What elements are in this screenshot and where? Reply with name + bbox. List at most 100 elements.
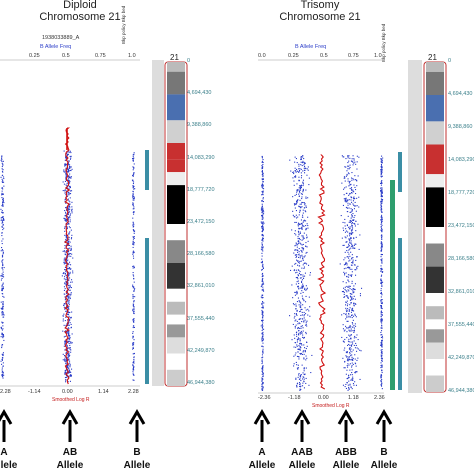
trisomy-arrow-a-head	[253, 409, 271, 425]
diploid-ideogram-band	[167, 324, 185, 338]
diploid-position-label: 18,777,720	[187, 186, 215, 193]
diploid-logr-tick-2: 0.00	[62, 389, 73, 395]
trisomy-arrow-aab-head	[293, 409, 311, 425]
trisomy-track-green	[390, 180, 395, 390]
trisomy-logr-label: Smoothed Log R	[312, 403, 350, 409]
diploid-logr-tick-0: 2.28	[0, 389, 11, 395]
trisomy-ideogram-band	[426, 121, 444, 145]
trisomy-logr-tick-4: 2.36	[374, 395, 385, 401]
diploid-b-allele-dots	[131, 152, 136, 381]
diploid-ideogram-band	[167, 288, 185, 302]
trisomy-track-segment-2	[398, 238, 402, 390]
diploid-baf-label: B Allele Freq	[40, 44, 72, 50]
trisomy-allele-abb-line2: Allele	[332, 460, 360, 471]
diploid-ideogram-band	[167, 353, 185, 370]
diploid-position-label: 0	[187, 58, 191, 64]
diploid-ideogram-band	[167, 224, 185, 241]
trisomy-position-label: 32,861,010	[448, 289, 474, 295]
trisomy-baf-tick-2: 0.5	[320, 53, 328, 59]
trisomy-position-label: 28,166,580	[448, 256, 474, 262]
diploid-allele-b-line2: Allele	[123, 460, 151, 471]
diploid-ideogram-band	[167, 185, 185, 224]
trisomy-ideogram-band	[426, 306, 444, 320]
trisomy-a-allele-dots	[260, 155, 265, 391]
trisomy-position-label: 37,555,440	[448, 322, 474, 328]
trisomy-position-label: 46,944,380	[448, 388, 474, 394]
diploid-position-label: 46,944,380	[187, 380, 215, 386]
trisomy-ideogram-band	[426, 329, 444, 343]
trisomy-allele-b-line1: B	[380, 447, 388, 458]
trisomy-baf-tick-3: 0.75	[348, 53, 359, 59]
trisomy-baf-tick-4: 1.0	[374, 53, 382, 59]
trisomy-logr-tick-1: -1.18	[288, 395, 301, 401]
trisomy-ideogram-band	[426, 62, 444, 72]
trisomy-baf-tick-0: 0.0	[258, 53, 266, 59]
diploid-ideogram-band	[167, 314, 185, 325]
trisomy-logr-tick-3: 1.18	[348, 395, 359, 401]
trisomy-position-label: 14,083,290	[448, 157, 474, 163]
diploid-arrow-a-head	[0, 409, 13, 425]
diploid-ideogram-band	[167, 301, 185, 315]
diploid-logr-line	[63, 127, 71, 385]
diploid-baf-tick-2: 0.5	[62, 53, 70, 59]
diploid-ideogram-band	[167, 369, 185, 386]
diploid-track-segment-2	[145, 238, 149, 384]
trisomy-track-segment-1	[398, 152, 402, 192]
trisomy-allele-abb-line1: ABB	[335, 447, 357, 458]
diploid-logr-tick-4: 2.28	[128, 389, 139, 395]
diploid-ideogram-band	[167, 262, 185, 289]
diploid-ideogram-band	[167, 120, 185, 143]
trisomy-allele-a-line1: A	[258, 447, 266, 458]
trisomy-logr-line	[317, 154, 327, 390]
trisomy-ideogram-bg	[408, 60, 422, 393]
trisomy-logr-tick-0: -2.36	[258, 395, 271, 401]
trisomy-ideogram-band	[426, 174, 444, 188]
trisomy-allele-aab-line2: Allele	[288, 460, 316, 471]
trisomy-ideogram-band	[426, 144, 444, 161]
trisomy-baf-label: B Allele Freq	[295, 44, 327, 50]
diploid-chrom-number: 21	[170, 53, 179, 62]
diploid-ideogram-band	[167, 172, 185, 186]
trisomy-position-label: 18,777,720	[448, 190, 474, 196]
diploid-allele-ab-line2: Allele	[56, 460, 84, 471]
diploid-ab-allele-dots	[61, 150, 74, 383]
diploid-arrow-b-head	[128, 409, 146, 425]
trisomy-baf-tick-1: 0.25	[288, 53, 299, 59]
trisomy-ideogram-band	[426, 95, 444, 122]
trisomy-position-label: 23,472,150	[448, 223, 474, 229]
trisomy-logr-tick-2: 0.00	[318, 395, 329, 401]
diploid-position-label: 23,472,150	[187, 219, 215, 225]
diploid-logr-tick-3: 1.14	[98, 389, 109, 395]
trisomy-allele-b-line2: Allele	[370, 460, 398, 471]
trisomy-ideogram-band	[426, 161, 444, 175]
trisomy-allele-a-line2: Allele	[248, 460, 276, 471]
diploid-baf-tick-4: 1.0	[128, 53, 136, 59]
diploid-logr-tick-1: -1.14	[28, 389, 41, 395]
diploid-position-label: 9,388,860	[187, 122, 212, 129]
diploid-track-segment-1	[145, 150, 149, 190]
diploid-ideogram-band	[167, 94, 185, 121]
trisomy-position-label: 0	[448, 58, 452, 64]
trisomy-ideogram-band	[426, 319, 444, 330]
trisomy-title-line1: Trisomy	[300, 0, 340, 11]
diploid-a-allele-dots	[0, 155, 5, 379]
trisomy-b-allele-dots	[380, 155, 384, 390]
diploid-logr-label: Smoothed Log R	[52, 397, 90, 403]
diploid-position-label: 4,694,430	[187, 90, 212, 97]
diploid-allele-a-line1: A	[0, 447, 8, 458]
diploid-arrow-ab-head	[61, 409, 79, 425]
diploid-title-line1: Diploid	[63, 0, 97, 11]
diploid-allele-a-line2: Allele	[0, 460, 18, 471]
diploid-title-line2: Chromosome 21	[39, 11, 121, 23]
trisomy-position-label: 42,249,870	[448, 355, 474, 361]
diploid-ideogram-band	[167, 143, 185, 160]
diploid-ideogram-band	[167, 240, 185, 263]
trisomy-allele-aab-line1: AAB	[291, 447, 313, 458]
trisomy-ideogram-band	[426, 187, 444, 227]
trisomy-ideogram-band	[426, 71, 444, 95]
diploid-ideogram-band	[167, 71, 185, 95]
diploid-allele-ab-line1: AB	[62, 447, 78, 458]
diploid-position-label: 42,249,870	[187, 347, 215, 354]
trisomy-ideogram-band	[426, 266, 444, 293]
trisomy-aab-allele-dots	[289, 155, 313, 391]
